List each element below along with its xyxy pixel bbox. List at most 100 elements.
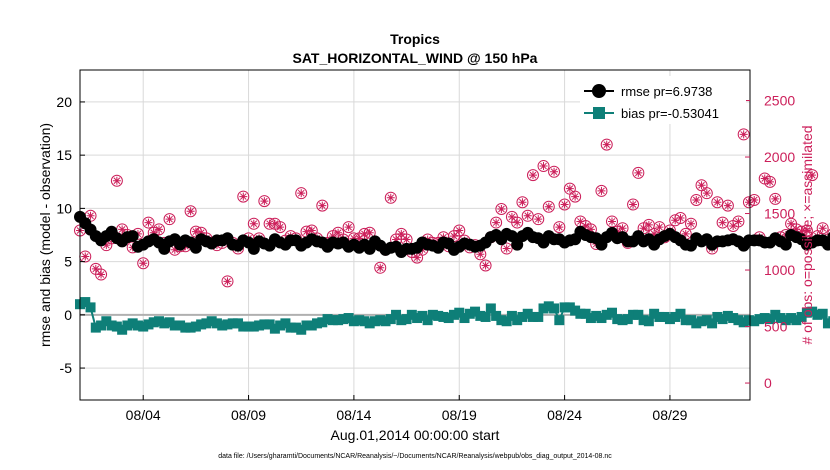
obs-marker xyxy=(237,190,250,203)
obs-possible-circle xyxy=(769,192,782,205)
bias-point xyxy=(717,314,728,325)
bias-point xyxy=(138,321,149,332)
obs-assimilated-star xyxy=(734,217,743,226)
obs-assimilated-star xyxy=(81,252,90,261)
bias-point xyxy=(227,318,238,329)
obs-marker xyxy=(332,226,345,239)
obs-assimilated-star xyxy=(597,186,606,195)
bias-point xyxy=(354,315,365,326)
obs-marker xyxy=(137,257,150,270)
bias-point xyxy=(606,307,617,318)
obs-possible-circle xyxy=(274,221,287,234)
bias-point xyxy=(659,311,670,322)
bias-point xyxy=(85,302,96,313)
bias-point xyxy=(728,313,739,324)
y2-tick-label: 1500 xyxy=(764,206,795,222)
obs-assimilated-star xyxy=(571,192,580,201)
rmse-point xyxy=(821,238,830,251)
obs-possible-circle xyxy=(221,275,234,288)
bias-point xyxy=(759,313,770,324)
bias-point xyxy=(817,308,828,319)
bias-point xyxy=(786,313,797,324)
plot-frame xyxy=(79,69,751,401)
obs-assimilated-star xyxy=(808,171,817,180)
bias-point xyxy=(780,315,791,326)
obs-possible-circle xyxy=(548,165,561,178)
obs-assimilated-star xyxy=(607,217,616,226)
bias-point xyxy=(743,315,754,326)
x-tick-label: 08/19 xyxy=(442,407,477,423)
bias-point xyxy=(506,310,517,321)
legend-bias-label: bias pr=-0.53041 xyxy=(621,106,719,121)
bias-series xyxy=(75,297,830,335)
obs-marker xyxy=(542,200,555,213)
obs-assimilated-star xyxy=(376,263,385,272)
bias-point xyxy=(701,315,712,326)
obs-assimilated-star xyxy=(144,218,153,227)
bias-point xyxy=(117,324,128,335)
bias-point xyxy=(754,314,765,325)
obs-assimilated-star xyxy=(550,167,559,176)
bias-point xyxy=(254,320,265,331)
obs-assimilated-star xyxy=(802,226,811,235)
bias-point xyxy=(749,316,760,327)
obs-marker xyxy=(95,268,108,281)
bias-point xyxy=(122,320,133,331)
obs-assimilated-star xyxy=(581,221,590,230)
bias-point xyxy=(438,311,449,322)
bias-point xyxy=(691,318,702,329)
bias-point xyxy=(596,313,607,324)
obs-assimilated-star xyxy=(760,174,769,183)
bias-point xyxy=(132,320,143,331)
obs-possible-circle xyxy=(537,160,550,173)
obs-assimilated-star xyxy=(576,217,585,226)
chart-subtitle: SAT_HORIZONTAL_WIND @ 150 hPa xyxy=(293,50,538,66)
obs-assimilated-star xyxy=(197,228,206,237)
obs-possible-circle xyxy=(142,216,155,229)
bias-point xyxy=(317,317,328,328)
obs-possible-circle xyxy=(827,228,830,239)
obs-marker xyxy=(748,193,761,206)
bias-point xyxy=(675,308,686,319)
bias-point xyxy=(312,318,323,329)
obs-possible-circle xyxy=(258,195,271,208)
obs-assimilated-star xyxy=(355,234,364,243)
obs-marker xyxy=(816,222,829,235)
y-tick-label: 15 xyxy=(56,147,72,163)
obs-marker xyxy=(548,165,561,178)
bias-point xyxy=(501,316,512,327)
obs-assimilated-star xyxy=(629,200,638,209)
obs-assimilated-star xyxy=(787,219,796,228)
y2-tick-label: 0 xyxy=(764,375,772,391)
obs-assimilated-star xyxy=(639,224,648,233)
y-tick-label: 0 xyxy=(64,307,72,323)
obs-marker xyxy=(711,196,724,209)
obs-assimilated-star xyxy=(318,201,327,210)
bias-point xyxy=(654,311,665,322)
obs-marker xyxy=(516,196,529,209)
obs-possible-circle xyxy=(764,175,777,188)
obs-marker xyxy=(605,215,618,228)
obs-assimilated-star xyxy=(681,229,690,238)
obs-marker xyxy=(479,259,492,272)
bias-point xyxy=(601,309,612,320)
obs-assimilated-star xyxy=(602,140,611,149)
bias-point xyxy=(343,313,354,324)
obs-possible-circle xyxy=(558,198,571,211)
obs-assimilated-star xyxy=(655,223,664,232)
bias-point xyxy=(591,310,602,321)
obs-assimilated-star xyxy=(139,259,148,268)
bias-point xyxy=(638,315,649,326)
obs-assimilated-star xyxy=(534,215,543,224)
obs-assimilated-star xyxy=(413,253,422,262)
obs-possible-circle xyxy=(632,166,645,179)
obs-marker xyxy=(732,215,745,228)
bias-point xyxy=(791,315,802,326)
obs-possible-circle xyxy=(732,215,745,228)
obs-marker xyxy=(374,261,387,274)
obs-possible-circle xyxy=(685,217,698,230)
obs-assimilated-star xyxy=(155,225,164,234)
obs-assimilated-star xyxy=(507,212,516,221)
obs-assimilated-star xyxy=(586,225,595,234)
obs-marker xyxy=(511,216,524,229)
